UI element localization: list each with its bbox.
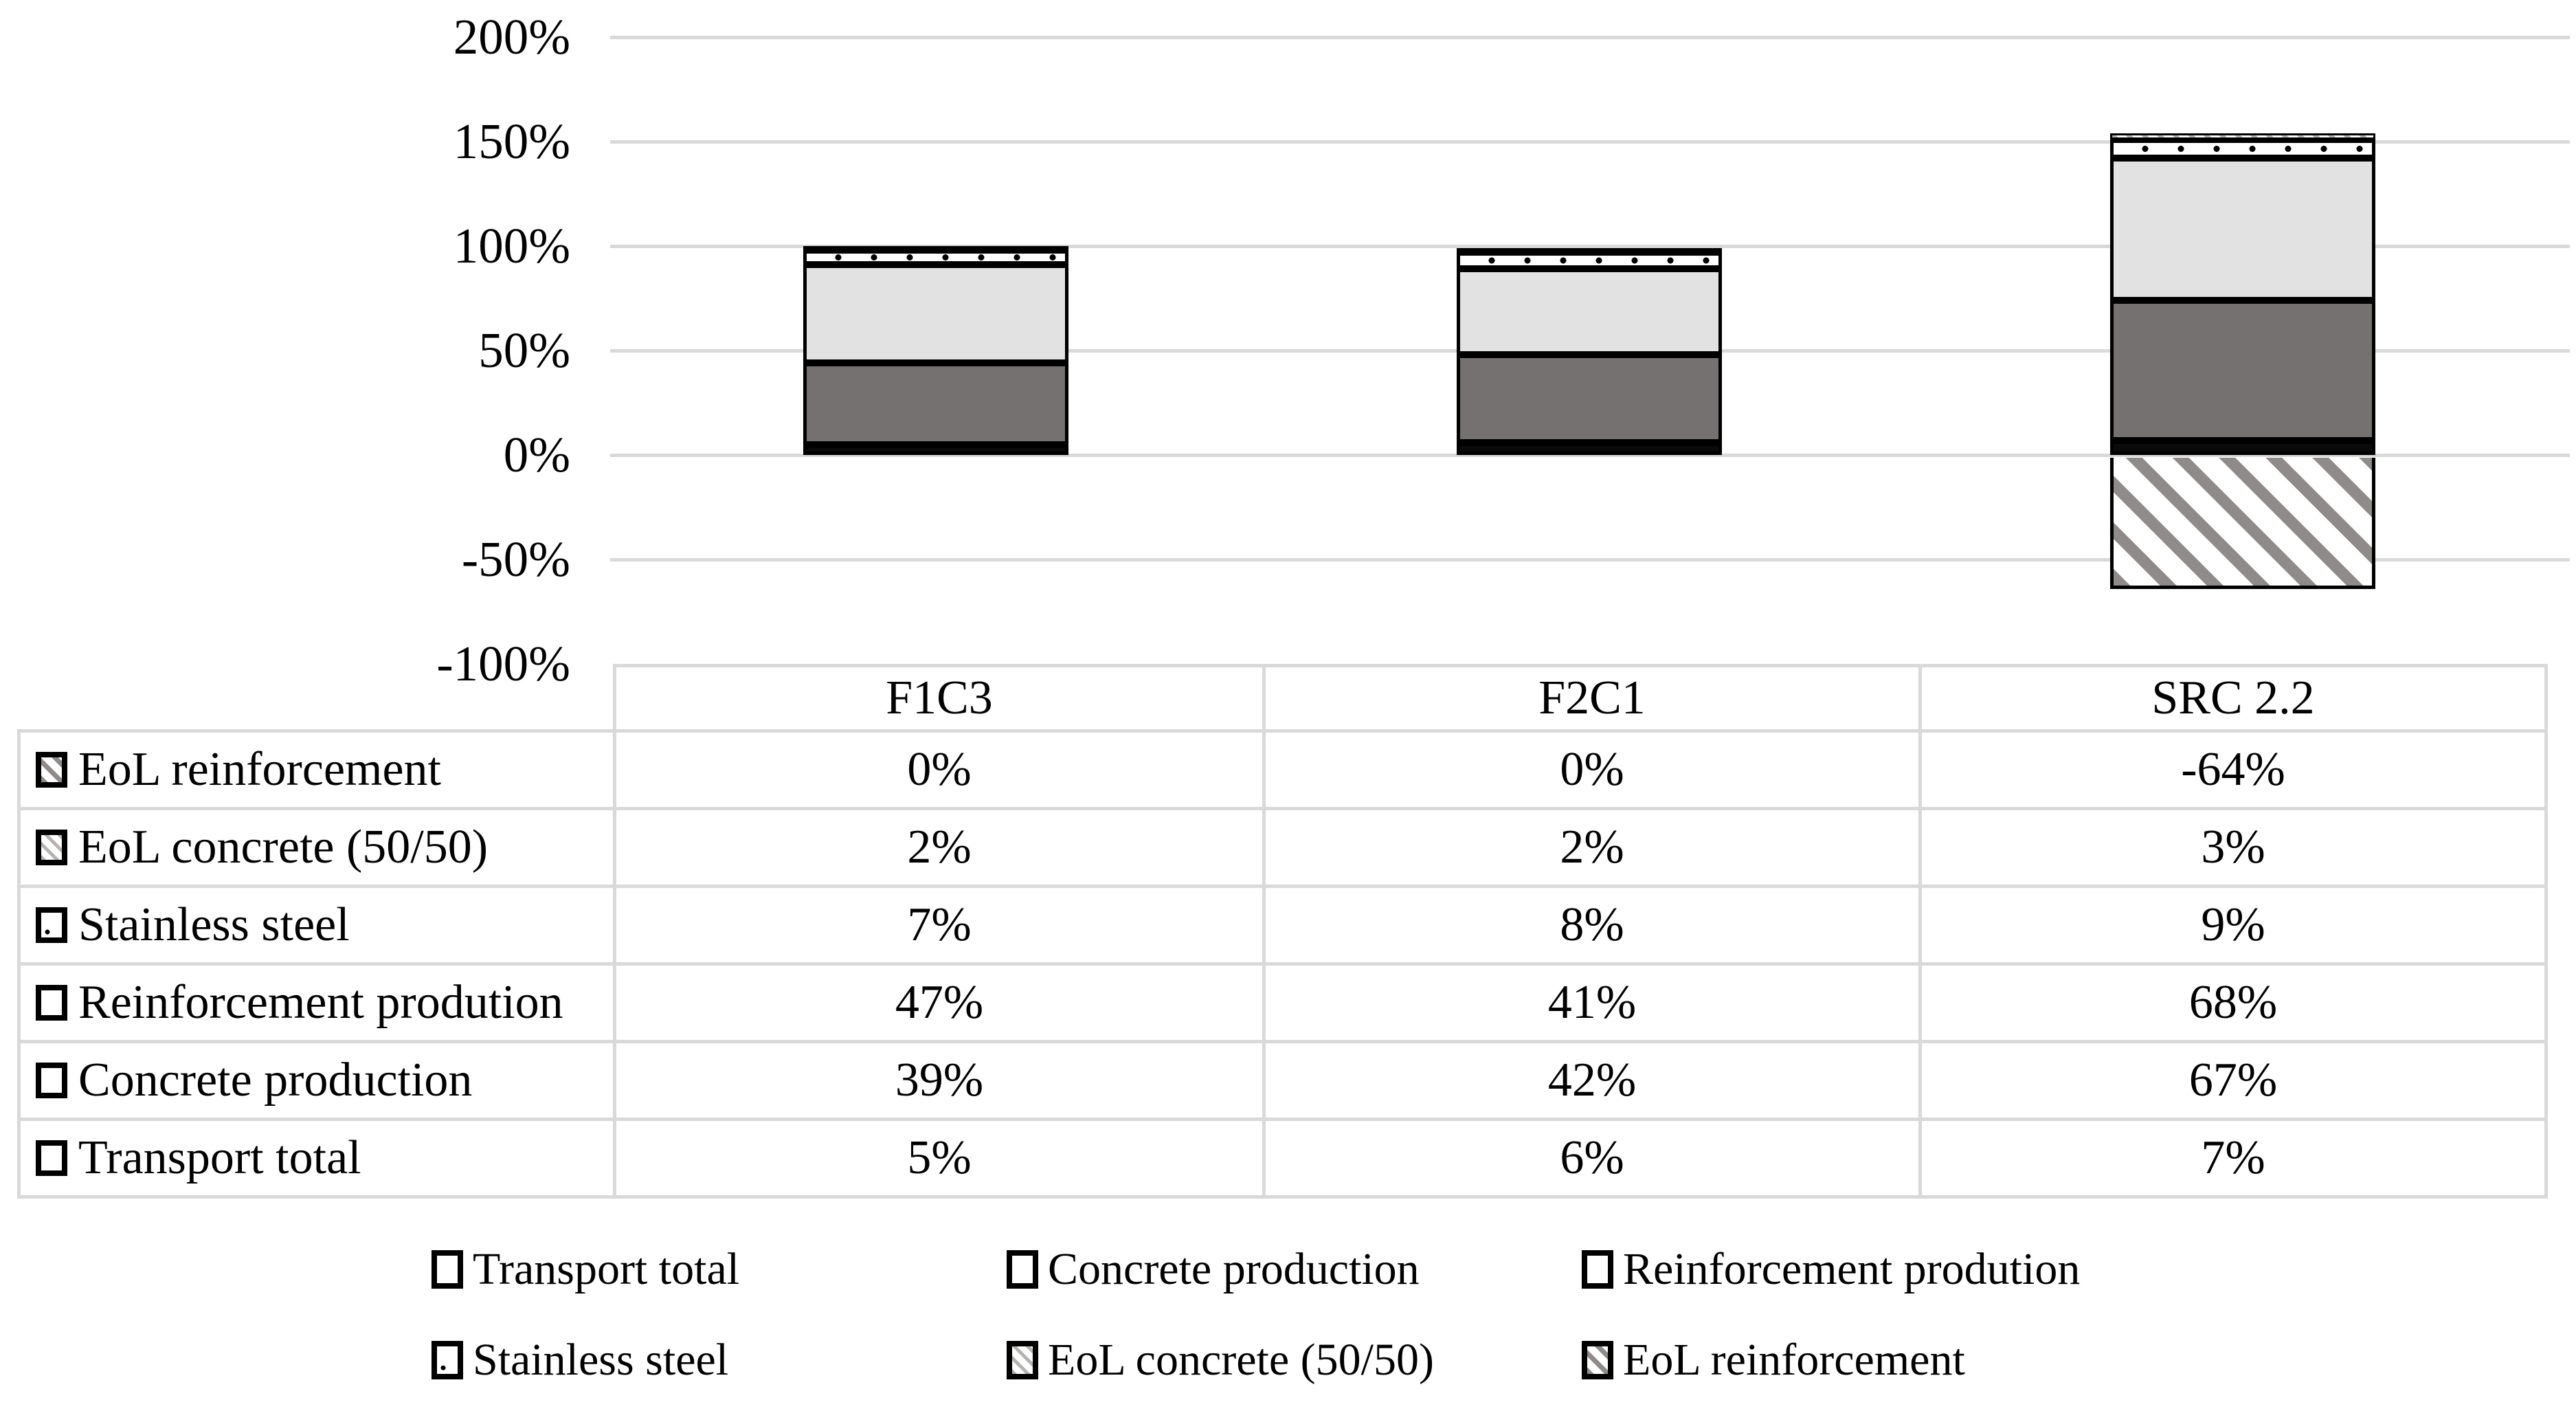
black-swatch-icon [36, 1140, 67, 1176]
legend-item-label: EoL concrete (50/50) [1048, 1335, 1434, 1385]
gridline [610, 36, 2570, 39]
table-row-label: Concrete production [17, 1043, 616, 1121]
bar-segment-diag-dash-light-src-2-2 [2110, 133, 2375, 140]
table-value-cell: 0% [1266, 733, 1922, 810]
y-axis-tick-label: 0% [503, 427, 570, 482]
table-row-label-text: Concrete production [78, 1054, 473, 1107]
gridline [610, 245, 2570, 248]
table-value-cell: 68% [1922, 966, 2548, 1043]
legend-item-solid-lightgray: Reinforcement prodution [1582, 1241, 2080, 1298]
table-row-label-text: EoL reinforcement [78, 743, 441, 796]
table-row-label: Reinforcement prodution [17, 966, 616, 1043]
bar-segment-diag-hatch-src-2-2 [2110, 458, 2375, 589]
legend-item-label: Stainless steel [473, 1335, 729, 1385]
table-value-cell: 47% [616, 966, 1266, 1043]
dotted-white-swatch-icon [36, 907, 67, 943]
y-axis-tick-label: 150% [453, 113, 570, 169]
table-value-cell: 41% [1266, 966, 1922, 1043]
table-row-label: Transport total [17, 1121, 616, 1199]
table-row-label-text: Stainless steel [78, 898, 350, 951]
legend-item-diag-dash-light: EoL concrete (50/50) [1007, 1331, 1434, 1389]
table-row-label: EoL concrete (50/50) [17, 810, 616, 888]
bar-segment-solid-black-src-2-2 [2110, 440, 2375, 455]
table-value-cell: 7% [1922, 1121, 2548, 1199]
table-value-cell: 8% [1266, 888, 1922, 966]
y-axis-tick-label: 50% [478, 322, 570, 378]
light-gray-swatch-icon [36, 985, 67, 1021]
bar-segment-dots-white-f2c1 [1457, 252, 1722, 269]
bar-segment-solid-darkgray-f2c1 [1457, 355, 1722, 443]
legend-item-label: Reinforcement prodution [1623, 1244, 2081, 1294]
dotted-white-swatch-icon [432, 1341, 463, 1379]
bar-segment-dots-white-f1c3 [803, 250, 1068, 265]
table-column-header: F2C1 [1266, 664, 1922, 733]
y-axis-tick-label: 100% [453, 218, 570, 274]
legend-item-label: Transport total [473, 1244, 740, 1294]
gridline [610, 558, 2570, 562]
bar-segment-diag-dash-light-f1c3 [803, 246, 1068, 251]
bar-segment-solid-black-f2c1 [1457, 442, 1722, 455]
y-axis-tick-label: 200% [453, 9, 570, 65]
dark-gray-swatch-icon [36, 1063, 67, 1098]
bar-segment-solid-lightgray-f2c1 [1457, 269, 1722, 355]
table-value-cell: 3% [1922, 810, 2548, 888]
table-value-cell: 5% [616, 1121, 1266, 1199]
gridline [610, 454, 2570, 457]
table-row-label: Stainless steel [17, 888, 616, 966]
black-swatch-icon [432, 1250, 463, 1289]
legend-item-solid-darkgray: Concrete production [1007, 1241, 1420, 1298]
diag-hatch-swatch-icon [1582, 1341, 1613, 1379]
table-row-label-text: Transport total [78, 1131, 361, 1184]
table-value-cell: 7% [616, 888, 1266, 966]
table-row-label: EoL reinforcement [17, 733, 616, 810]
bar-segment-dots-white-src-2-2 [2110, 139, 2375, 159]
light-gray-swatch-icon [1582, 1250, 1613, 1289]
table-value-cell: 2% [1266, 810, 1922, 888]
table-value-cell: -64% [1922, 733, 2548, 810]
table-column-header: SRC 2.2 [1922, 664, 2548, 733]
gridline [610, 140, 2570, 144]
bar-segment-solid-darkgray-src-2-2 [2110, 300, 2375, 441]
y-axis-tick-label: -50% [461, 531, 570, 587]
table-row-label-text: Reinforcement prodution [78, 976, 563, 1029]
table-column-header: F1C3 [616, 664, 1266, 733]
table-value-cell: 0% [616, 733, 1266, 810]
table-value-cell: 42% [1266, 1043, 1922, 1121]
y-axis-tick-label: -100% [436, 636, 570, 691]
legend-item-label: Concrete production [1048, 1244, 1420, 1294]
data-table: F1C3 F2C1 SRC 2.2 EoL reinforcement 0% 0% -64%… [17, 664, 2548, 1199]
legend-item-label: EoL reinforcement [1623, 1335, 1965, 1385]
diag-hatch-swatch-icon [36, 752, 67, 788]
table-value-cell: 6% [1266, 1121, 1922, 1199]
bar-segment-solid-darkgray-f1c3 [803, 363, 1068, 445]
bar-segment-solid-black-f1c3 [803, 444, 1068, 455]
table-row-label-text: EoL concrete (50/50) [78, 821, 489, 874]
bar-segment-diag-dash-light-f2c1 [1457, 248, 1722, 253]
legend-item-solid-black: Transport total [432, 1241, 739, 1298]
legend-item-dots-white: Stainless steel [432, 1331, 728, 1389]
table-value-cell: 67% [1922, 1043, 2548, 1121]
bar-segment-solid-lightgray-src-2-2 [2110, 158, 2375, 301]
bar-segment-solid-lightgray-f1c3 [803, 265, 1068, 364]
dark-gray-swatch-icon [1007, 1250, 1038, 1289]
legend-item-diag-hatch: EoL reinforcement [1582, 1331, 1965, 1389]
diag-dash-swatch-icon [1007, 1341, 1038, 1379]
table-value-cell: 39% [616, 1043, 1266, 1121]
table-corner-cell [17, 664, 616, 733]
table-value-cell: 9% [1922, 888, 2548, 966]
diag-dash-swatch-icon [36, 830, 67, 865]
table-value-cell: 2% [616, 810, 1266, 888]
